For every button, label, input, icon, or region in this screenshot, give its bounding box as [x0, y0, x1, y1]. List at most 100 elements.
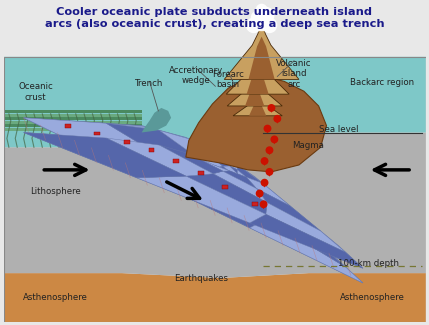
- Polygon shape: [4, 121, 142, 124]
- Polygon shape: [246, 182, 290, 221]
- Circle shape: [260, 157, 269, 165]
- Polygon shape: [213, 165, 238, 180]
- Polygon shape: [226, 55, 289, 94]
- Polygon shape: [257, 188, 320, 231]
- Circle shape: [270, 136, 278, 143]
- Polygon shape: [106, 138, 213, 176]
- Polygon shape: [4, 273, 426, 322]
- Polygon shape: [137, 176, 266, 223]
- Polygon shape: [262, 161, 267, 166]
- Polygon shape: [261, 204, 266, 209]
- Polygon shape: [250, 219, 363, 283]
- Text: Accretionary
wedge: Accretionary wedge: [169, 66, 223, 85]
- Circle shape: [260, 179, 269, 187]
- Polygon shape: [186, 169, 267, 219]
- Polygon shape: [257, 193, 262, 198]
- Polygon shape: [230, 166, 246, 182]
- Polygon shape: [4, 114, 142, 117]
- Polygon shape: [262, 183, 267, 188]
- Text: Volcanic
island
arc: Volcanic island arc: [276, 59, 312, 88]
- Polygon shape: [275, 119, 280, 124]
- Text: 100-km depth: 100-km depth: [338, 259, 399, 268]
- Polygon shape: [213, 171, 267, 202]
- Polygon shape: [189, 154, 230, 171]
- Polygon shape: [213, 150, 238, 170]
- Polygon shape: [24, 118, 363, 283]
- Text: Backarc region: Backarc region: [350, 78, 414, 87]
- Circle shape: [256, 4, 268, 16]
- Polygon shape: [4, 128, 142, 131]
- Polygon shape: [137, 171, 266, 228]
- Text: Trench: Trench: [135, 79, 164, 88]
- Polygon shape: [222, 185, 228, 188]
- Polygon shape: [223, 166, 257, 193]
- Polygon shape: [257, 193, 320, 246]
- Polygon shape: [238, 165, 263, 183]
- Polygon shape: [159, 145, 223, 174]
- Polygon shape: [94, 132, 100, 136]
- Circle shape: [251, 11, 265, 24]
- Polygon shape: [227, 76, 282, 106]
- Circle shape: [273, 115, 281, 123]
- Circle shape: [260, 200, 268, 208]
- Text: Magma: Magma: [292, 141, 324, 150]
- Polygon shape: [142, 108, 171, 133]
- Text: Lithosphere: Lithosphere: [30, 187, 81, 196]
- Text: arcs (also oceanic crust), creating a deep sea trench: arcs (also oceanic crust), creating a de…: [45, 20, 384, 30]
- Polygon shape: [186, 174, 267, 214]
- Polygon shape: [189, 139, 230, 166]
- Text: Forearc
basin: Forearc basin: [212, 70, 244, 89]
- Polygon shape: [24, 118, 186, 173]
- Circle shape: [246, 18, 262, 33]
- Polygon shape: [65, 124, 71, 128]
- Polygon shape: [4, 111, 142, 113]
- Polygon shape: [233, 94, 282, 116]
- Text: Asthenosphere: Asthenosphere: [23, 293, 88, 302]
- Polygon shape: [249, 99, 266, 116]
- Polygon shape: [252, 202, 258, 206]
- Circle shape: [257, 6, 275, 24]
- Polygon shape: [269, 108, 274, 113]
- Circle shape: [252, 12, 272, 31]
- Polygon shape: [245, 84, 264, 106]
- Polygon shape: [4, 57, 426, 157]
- Polygon shape: [246, 177, 290, 206]
- Polygon shape: [186, 76, 326, 172]
- Polygon shape: [272, 139, 277, 144]
- Polygon shape: [230, 170, 246, 177]
- Text: Asthenosphere: Asthenosphere: [340, 293, 405, 302]
- Text: Oceanic
crust: Oceanic crust: [18, 82, 53, 102]
- Polygon shape: [173, 159, 179, 163]
- Polygon shape: [265, 129, 270, 134]
- Circle shape: [263, 125, 272, 133]
- Text: Cooler oceanic plate subducts underneath island: Cooler oceanic plate subducts underneath…: [56, 6, 372, 17]
- Polygon shape: [124, 140, 130, 144]
- Circle shape: [256, 189, 263, 197]
- Polygon shape: [159, 130, 223, 169]
- Polygon shape: [267, 150, 272, 155]
- Polygon shape: [248, 37, 275, 79]
- Polygon shape: [238, 175, 263, 198]
- Polygon shape: [4, 57, 426, 322]
- Text: Sea level: Sea level: [319, 125, 358, 134]
- Polygon shape: [267, 172, 272, 177]
- Polygon shape: [106, 123, 213, 171]
- Polygon shape: [4, 133, 426, 278]
- Polygon shape: [4, 124, 142, 127]
- Text: Earthquakes: Earthquakes: [174, 274, 228, 282]
- Polygon shape: [4, 117, 142, 120]
- Circle shape: [266, 168, 273, 176]
- Polygon shape: [223, 171, 257, 188]
- Polygon shape: [198, 171, 204, 175]
- Polygon shape: [266, 207, 346, 267]
- Polygon shape: [148, 148, 154, 152]
- Polygon shape: [250, 214, 363, 268]
- Polygon shape: [224, 22, 299, 79]
- Polygon shape: [24, 133, 186, 178]
- Polygon shape: [266, 202, 346, 253]
- Circle shape: [266, 146, 273, 154]
- Circle shape: [268, 104, 275, 112]
- Circle shape: [262, 18, 277, 33]
- Polygon shape: [213, 166, 267, 207]
- Polygon shape: [247, 65, 269, 94]
